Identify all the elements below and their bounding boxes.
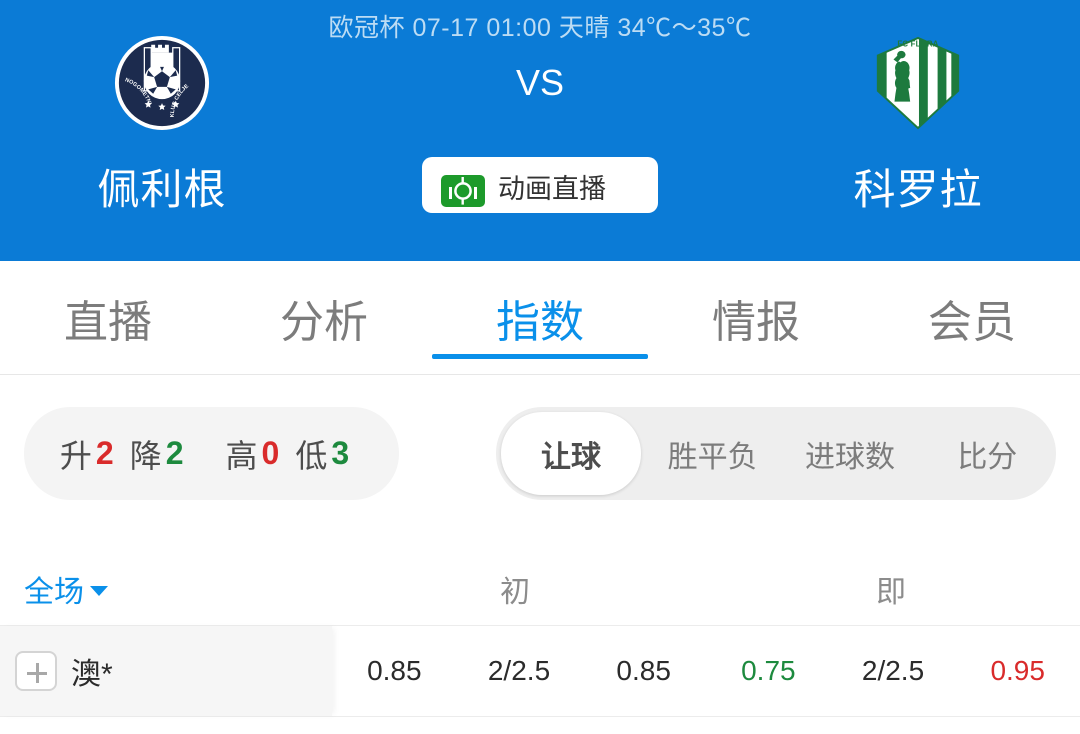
svg-text:FC FLORA: FC FLORA <box>897 40 938 49</box>
